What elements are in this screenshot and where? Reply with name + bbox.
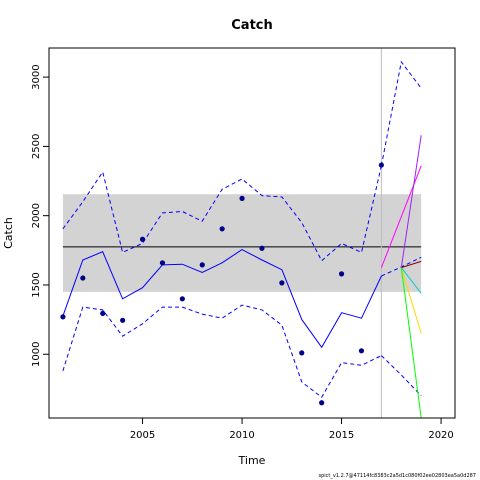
scenario-line-6 [400, 267, 422, 418]
forecast-upper-line [380, 60, 422, 166]
scenario-line-3 [401, 260, 422, 269]
y-tick-label-2: 1500 [31, 272, 42, 297]
reference-band [62, 194, 422, 292]
chart-title: Catch [231, 18, 273, 33]
x-tick-label-3: 2015 [329, 430, 354, 441]
axes: 2005 2010 2015 2020 1000 1500 2000 2500 3000 [31, 64, 454, 441]
observed-point-1 [60, 314, 66, 320]
footer-version-text: spict_v1.2.7@47114fc8383c2a5d1c080f02ee0… [319, 473, 477, 479]
observed-point-4 [120, 317, 126, 323]
observed-point-7 [179, 296, 185, 302]
fitted-mean-line [62, 249, 382, 349]
fitted-lower-line [62, 304, 382, 398]
y-tick-label-3: 2000 [31, 203, 42, 228]
x-tick-label-1: 2005 [130, 430, 155, 441]
plot-frame [48, 47, 456, 419]
x-tick-label-4: 2020 [428, 430, 453, 441]
observed-point-11 [259, 245, 265, 251]
observed-point-3 [100, 310, 106, 316]
plot-area [60, 48, 422, 418]
fitted-upper-line [62, 165, 382, 262]
y-tick-label-5: 3000 [31, 64, 42, 89]
y-axis-label: Catch [2, 217, 15, 249]
observed-point-17 [378, 162, 384, 168]
scenario-line-1 [380, 165, 422, 268]
observed-point-10 [239, 195, 245, 201]
y-tick-label-1: 1000 [31, 342, 42, 367]
observed-point-15 [338, 271, 345, 277]
observed-point-8 [199, 262, 205, 268]
scenario-line-2 [400, 135, 422, 268]
observed-point-2 [80, 275, 86, 281]
observed-point-9 [219, 226, 225, 232]
scenario-line-4 [400, 267, 422, 334]
x-tick-label-2: 2010 [229, 430, 254, 441]
observed-point-6 [159, 260, 166, 266]
observed-point-5 [139, 236, 146, 242]
observed-point-12 [279, 280, 285, 286]
x-axis-label: Time [238, 454, 266, 467]
forecast-lower-line [381, 355, 422, 397]
observed-point-16 [358, 348, 365, 354]
observed-point-14 [319, 400, 325, 406]
observed-point-13 [299, 350, 305, 356]
scenario-line-5 [400, 267, 422, 294]
y-tick-label-4: 2500 [31, 134, 42, 159]
